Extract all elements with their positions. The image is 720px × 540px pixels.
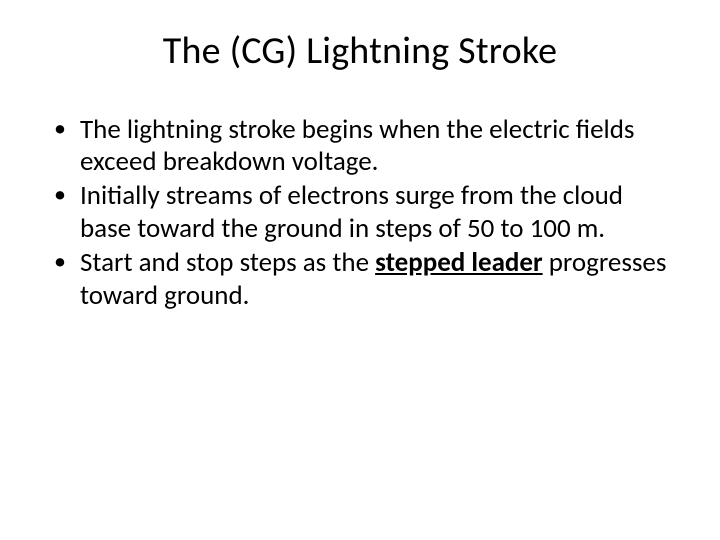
- slide-title: The (CG) Lightning Stroke: [40, 30, 680, 74]
- bullet-list: The lightning stroke begins when the ele…: [40, 114, 680, 312]
- bullet-text: Initially streams of electrons surge fro…: [80, 179, 623, 244]
- slide: The (CG) Lightning Stroke The lightning …: [0, 0, 720, 540]
- bullet-item: Start and stop steps as the stepped lead…: [54, 247, 674, 312]
- bullet-text-pre: Start and stop steps as the: [80, 246, 375, 279]
- bullet-item: The lightning stroke begins when the ele…: [54, 114, 674, 179]
- bullet-text-emph: stepped leader: [375, 246, 542, 279]
- bullet-item: Initially streams of electrons surge fro…: [54, 180, 674, 245]
- bullet-text: The lightning stroke begins when the ele…: [80, 113, 634, 178]
